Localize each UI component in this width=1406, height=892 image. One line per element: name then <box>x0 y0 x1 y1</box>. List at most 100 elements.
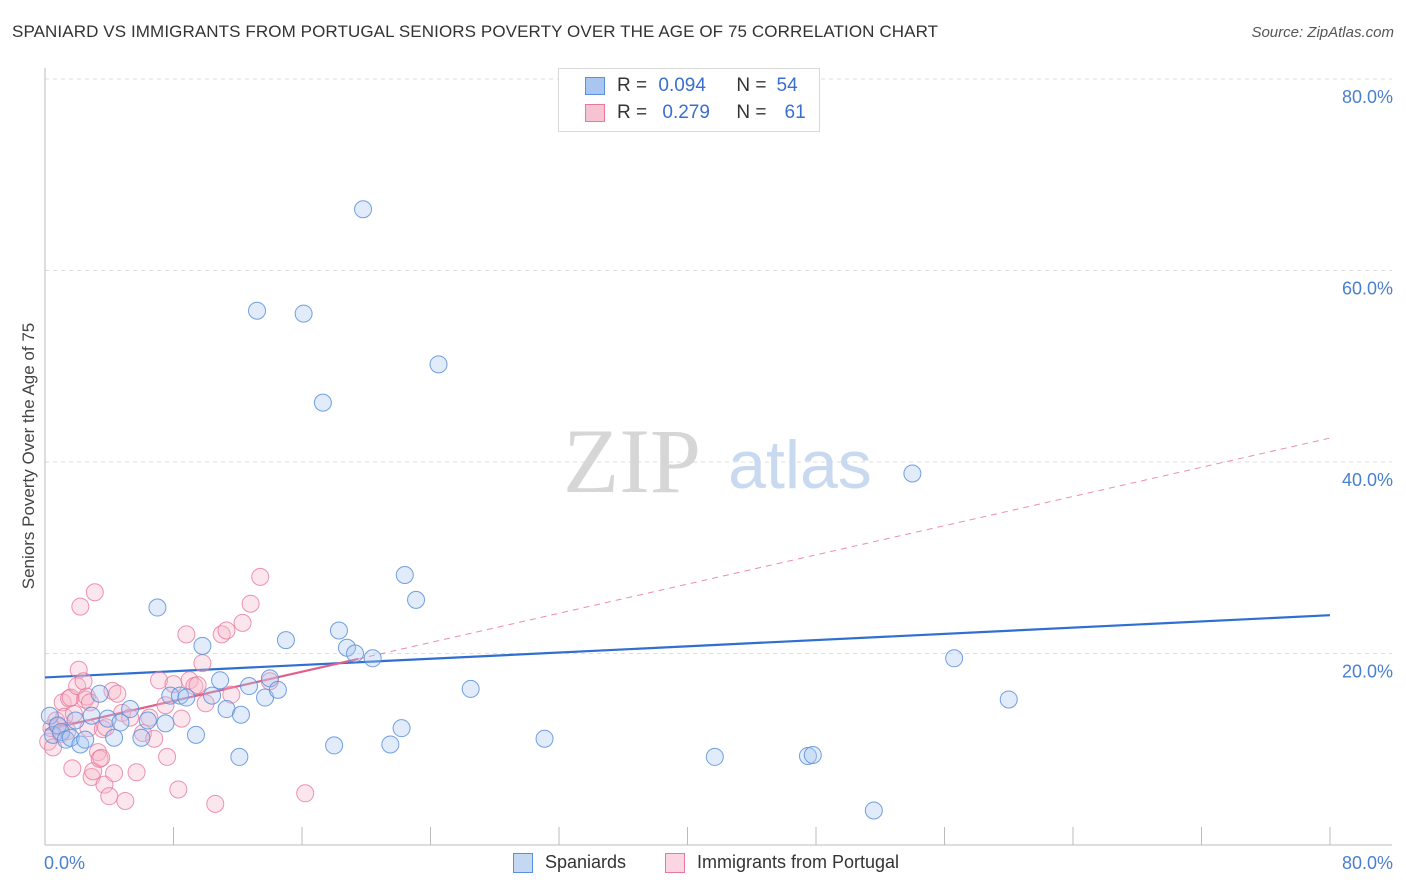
legend-r-value: 0.094 <box>658 75 706 96</box>
point-portugal <box>105 764 124 783</box>
y-tick-label: 80.0% <box>1342 87 1393 107</box>
point-spaniard <box>999 690 1018 709</box>
bottom-legend-label: Immigrants from Portugal <box>697 852 900 872</box>
point-spaniard <box>329 621 348 640</box>
points-spaniards <box>40 200 1018 820</box>
bottom-legend-spaniards[interactable]: Spaniards <box>513 852 626 873</box>
x-tick-label: 80.0% <box>1342 853 1393 873</box>
point-portugal <box>63 759 82 778</box>
watermark: ZIP atlas <box>563 410 872 512</box>
point-portugal <box>172 709 191 728</box>
point-spaniard <box>395 565 414 584</box>
point-spaniard <box>186 725 205 744</box>
point-spaniard <box>239 677 258 696</box>
legend-row-portugal: R = 0.279 N = 61 <box>585 101 806 125</box>
axis-labels: 20.0% 40.0% 60.0% 80.0% 0.0% 80.0% Seniors Pov… <box>19 87 1393 873</box>
point-portugal <box>217 621 236 640</box>
point-portugal <box>156 696 175 715</box>
bottom-legend-label: Spaniards <box>545 852 627 872</box>
point-spaniard <box>177 688 196 707</box>
point-spaniard <box>276 631 295 650</box>
point-spaniard <box>170 686 189 705</box>
point-spaniard <box>535 729 554 748</box>
grid <box>45 78 1392 654</box>
point-spaniard <box>66 711 85 730</box>
point-portugal <box>92 748 111 767</box>
legend-n-value: 54 <box>776 75 798 96</box>
point-portugal <box>116 791 135 810</box>
point-spaniard <box>354 200 373 219</box>
point-spaniard <box>71 735 90 754</box>
bottom-legend-swatch-pink <box>665 852 685 873</box>
watermark-zip: ZIP <box>563 410 701 512</box>
point-spaniard <box>945 649 964 668</box>
legend-n-value: 61 <box>784 102 806 123</box>
y-axis-title: Seniors Poverty Over the Age of 75 <box>19 323 38 589</box>
point-spaniard <box>161 686 180 705</box>
point-spaniard <box>363 649 382 668</box>
point-portugal <box>69 660 88 679</box>
point-spaniard <box>231 705 250 724</box>
point-spaniard <box>203 686 222 705</box>
point-spaniard <box>138 711 157 730</box>
point-portugal <box>71 597 90 616</box>
point-portugal <box>89 743 108 762</box>
legend-swatch-blue <box>585 77 605 95</box>
trend-line-portugal-dashed <box>358 437 1331 660</box>
legend: R = 0.094 N = 54 R = 0.279 N = 61 <box>558 68 820 132</box>
point-portugal <box>296 784 315 803</box>
point-portugal <box>196 694 215 713</box>
legend-n-label: N = <box>736 102 767 123</box>
legend-r-value: 0.279 <box>662 102 710 123</box>
point-spaniard <box>193 636 212 655</box>
trend-line-portugal-solid <box>44 657 359 732</box>
point-portugal <box>251 567 270 586</box>
point-spaniard <box>803 745 822 764</box>
point-spaniard <box>230 747 249 766</box>
point-spaniard <box>407 590 426 609</box>
source-label: Source: ZipAtlas.com <box>1251 24 1394 41</box>
legend-r-label: R = <box>617 75 648 96</box>
point-portugal <box>90 749 109 768</box>
legend-r-label: R = <box>617 102 648 123</box>
point-portugal <box>74 672 93 691</box>
point-spaniard <box>325 736 344 755</box>
bottom-legend: Spaniards Immigrants from Portugal <box>0 852 1406 878</box>
bottom-legend-portugal[interactable]: Immigrants from Portugal <box>665 852 899 873</box>
point-spaniard <box>294 304 313 323</box>
y-tick-label: 40.0% <box>1342 470 1393 490</box>
point-portugal <box>206 794 225 813</box>
point-portugal <box>108 684 127 703</box>
point-spaniard <box>121 700 140 719</box>
point-portugal <box>64 704 83 723</box>
point-portugal <box>158 747 177 766</box>
point-portugal <box>241 594 260 613</box>
point-portugal <box>188 676 207 695</box>
point-portugal <box>233 613 252 632</box>
point-spaniard <box>705 747 724 766</box>
point-portugal <box>145 729 164 748</box>
point-spaniard <box>211 671 230 690</box>
watermark-atlas: atlas <box>728 427 872 503</box>
point-portugal <box>95 775 114 794</box>
point-portugal <box>127 763 146 782</box>
point-spaniard <box>903 464 922 483</box>
chart-title: SPANIARD VS IMMIGRANTS FROM PORTUGAL SEN… <box>12 22 939 41</box>
point-spaniard <box>105 728 124 747</box>
legend-n-label: N = <box>736 75 767 96</box>
bottom-legend-swatch-blue <box>513 852 533 873</box>
y-tick-label: 60.0% <box>1342 279 1393 299</box>
point-spaniard <box>392 719 411 738</box>
legend-row-spaniards: R = 0.094 N = 54 <box>585 74 798 98</box>
point-portugal <box>169 780 188 799</box>
point-spaniard <box>313 393 332 412</box>
point-spaniard <box>268 680 287 699</box>
trend-line-spaniards <box>44 614 1331 679</box>
point-spaniard <box>156 714 175 733</box>
axes <box>44 68 1392 846</box>
point-portugal <box>140 708 159 727</box>
point-portugal <box>150 671 169 690</box>
trend-lines <box>44 437 1331 732</box>
point-spaniard <box>248 301 267 320</box>
